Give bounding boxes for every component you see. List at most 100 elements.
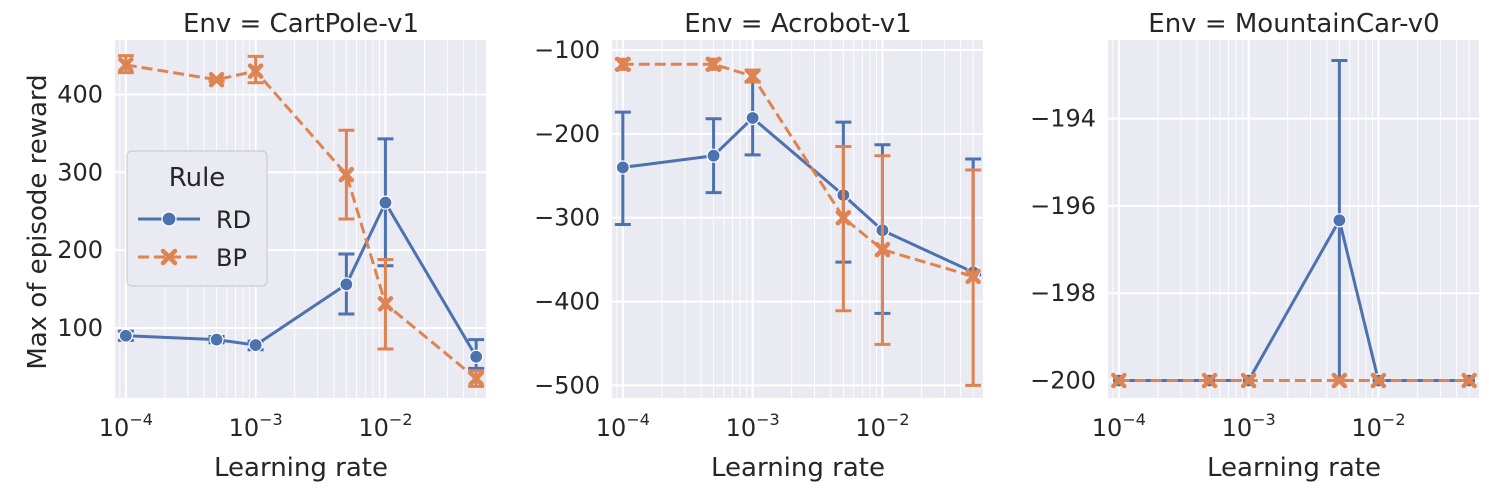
data-point xyxy=(209,332,224,347)
x-tick-label: 10−3 xyxy=(1222,410,1276,442)
data-point xyxy=(835,209,852,226)
data-point xyxy=(1331,372,1348,389)
data-point xyxy=(874,241,891,258)
data-point xyxy=(339,277,354,292)
data-point xyxy=(744,68,761,84)
y-tick-label: −500 xyxy=(534,371,600,399)
series-bp xyxy=(1111,372,1477,389)
y-tick-label: −200 xyxy=(534,120,600,148)
data-point xyxy=(118,328,133,343)
series-bp xyxy=(117,54,485,388)
x-tick-label: 10−2 xyxy=(358,410,412,442)
data-point-stroke-b xyxy=(1331,372,1348,389)
data-point xyxy=(247,63,264,79)
y-tick-label: −200 xyxy=(1030,367,1096,395)
x-axis-label: Learning rate xyxy=(711,453,885,483)
panel-2: 10−4 10−3 10−2 −500 −400 −300 −200 −100 Env = Ac… xyxy=(534,9,984,483)
x-axis-label: Learning rate xyxy=(1207,453,1381,483)
data-point-stroke-b xyxy=(377,296,394,312)
x-axis-label: Learning rate xyxy=(214,453,388,483)
data-point xyxy=(468,370,484,387)
panel-3: 10−4 10−3 10−2 −200 −198 −196 −194 Env = Mounta… xyxy=(1030,9,1480,483)
y-axis-label: Max of episode reward xyxy=(23,74,53,369)
data-point xyxy=(1240,372,1257,389)
y-tick-label: 200 xyxy=(57,236,103,264)
data-point xyxy=(377,296,394,312)
data-point-stroke-b xyxy=(1370,372,1387,389)
x-tick-label: 10−3 xyxy=(726,410,780,442)
data-point-stroke-b xyxy=(1240,372,1257,389)
y-tick-label: −196 xyxy=(1030,192,1096,220)
legend-label: BP xyxy=(216,244,247,272)
data-point-stroke-b xyxy=(208,71,225,88)
series-line xyxy=(622,62,974,278)
data-point xyxy=(248,337,263,353)
error-bar xyxy=(835,144,852,313)
data-point xyxy=(745,110,760,126)
data-point-stroke-b xyxy=(1201,372,1218,389)
x-tick-label: 10−2 xyxy=(855,410,909,442)
series-line xyxy=(125,201,478,358)
data-point xyxy=(378,195,393,210)
data-point-stroke-b xyxy=(615,56,631,73)
series-bp xyxy=(614,56,982,387)
y-tick-label: 100 xyxy=(57,314,103,342)
data-point xyxy=(706,148,721,163)
data-point xyxy=(469,349,484,364)
data-point xyxy=(1201,372,1218,389)
data-point-stroke-b xyxy=(338,166,355,183)
panel-title: Env = CartPole-v1 xyxy=(183,9,419,39)
legend: Rule RD BP xyxy=(126,150,268,287)
data-point-stroke-b xyxy=(835,209,852,226)
y-tick-label: −100 xyxy=(534,36,600,64)
data-point xyxy=(1370,372,1387,389)
data-point xyxy=(118,57,134,73)
legend-entry-bp: BP xyxy=(138,244,247,272)
legend-label: RD xyxy=(216,206,251,234)
data-point-stroke-b xyxy=(874,241,891,258)
x-tick-label: 10−3 xyxy=(229,410,283,442)
data-point-stroke-b xyxy=(705,56,722,73)
data-point-stroke-b xyxy=(1111,372,1127,389)
legend-marker-stroke-b xyxy=(160,248,178,266)
y-tick-label: −300 xyxy=(534,204,600,232)
panel-1: 10−4 10−3 10−2 100 200 300 400 Env = CartPole-v… xyxy=(57,9,487,483)
plot-area xyxy=(612,40,984,398)
y-tick-label: 300 xyxy=(57,158,103,186)
y-tick-label: −400 xyxy=(534,288,600,316)
panel-title: Env = Acrobot-v1 xyxy=(684,9,911,39)
x-tick-label: 10−4 xyxy=(99,410,153,442)
y-tick-label: −194 xyxy=(1030,105,1096,133)
data-point xyxy=(615,160,630,175)
data-point xyxy=(1111,372,1127,389)
data-point xyxy=(338,166,355,183)
y-tick-label: 400 xyxy=(57,80,103,108)
data-point-stroke-b xyxy=(965,268,981,285)
x-tick-label: 10−4 xyxy=(1092,410,1146,442)
legend-marker xyxy=(161,211,177,227)
data-point-stroke-b xyxy=(118,57,134,73)
x-tick-label: 10−4 xyxy=(596,410,650,442)
data-point xyxy=(705,56,722,73)
series-line xyxy=(622,116,974,274)
series-rd xyxy=(117,137,485,370)
legend-entry-rd: RD xyxy=(138,206,251,234)
grid xyxy=(1108,40,1480,398)
data-point-stroke-b xyxy=(468,370,484,387)
panel-title: Env = MountainCar-v0 xyxy=(1148,9,1439,39)
data-point xyxy=(965,268,981,285)
legend-title: Rule xyxy=(169,163,226,193)
data-point-stroke-b xyxy=(744,68,761,84)
series-line xyxy=(125,63,478,380)
data-point-stroke-b xyxy=(247,63,264,79)
data-point xyxy=(208,71,225,88)
legend-marker xyxy=(160,248,178,266)
data-point xyxy=(1461,372,1477,389)
data-point xyxy=(1332,213,1347,228)
x-tick-label: 10−2 xyxy=(1351,410,1405,442)
y-tick-label: −198 xyxy=(1030,279,1096,307)
plot-area xyxy=(1108,40,1480,398)
data-point xyxy=(615,56,631,73)
data-point-stroke-b xyxy=(1461,372,1477,389)
